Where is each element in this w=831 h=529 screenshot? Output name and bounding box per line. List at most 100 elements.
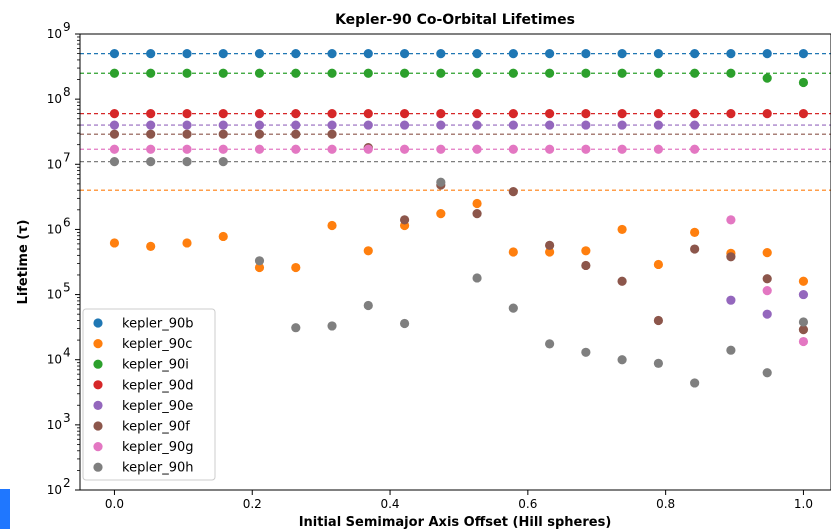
y-tick-label: 10	[47, 27, 62, 41]
data-point-kepler_90g	[182, 144, 192, 154]
data-point-kepler_90d	[545, 108, 555, 119]
data-point-kepler_90d	[146, 108, 156, 119]
data-point-kepler_90f	[472, 208, 482, 219]
data-point-kepler_90g	[726, 215, 736, 225]
data-point-kepler_90e	[798, 289, 809, 300]
data-point-kepler_90f	[254, 129, 265, 139]
data-point-kepler_90c	[653, 259, 664, 270]
data-point-kepler_90e	[545, 120, 555, 130]
x-tick-label: 1.0	[794, 497, 813, 511]
data-point-kepler_90f	[726, 252, 736, 262]
data-point-kepler_90d	[109, 108, 120, 119]
data-point-kepler_90f	[109, 129, 120, 139]
data-point-kepler_90i	[399, 68, 410, 78]
data-point-kepler_90b	[327, 49, 337, 59]
legend-marker-kepler_90b	[93, 318, 103, 328]
data-point-kepler_90g	[291, 144, 301, 154]
y-tick-exponent: 6	[63, 215, 71, 229]
data-point-kepler_90b	[436, 49, 446, 59]
data-point-kepler_90i	[508, 68, 518, 78]
data-point-kepler_90h	[254, 256, 265, 266]
data-point-kepler_90f	[581, 260, 591, 271]
y-tick-exponent: 2	[63, 476, 71, 490]
data-point-kepler_90h	[653, 358, 664, 368]
y-tick-exponent: 9	[63, 20, 71, 34]
data-point-kepler_90h	[218, 156, 228, 167]
data-point-kepler_90e	[690, 120, 700, 130]
data-point-kepler_90d	[581, 108, 591, 119]
data-point-kepler_90e	[472, 120, 482, 130]
data-point-kepler_90g	[581, 144, 591, 154]
data-point-kepler_90g	[327, 144, 337, 154]
data-point-kepler_90d	[690, 108, 700, 119]
data-point-kepler_90b	[146, 49, 156, 59]
data-point-kepler_90d	[798, 108, 809, 119]
data-point-kepler_90d	[254, 108, 265, 119]
data-point-kepler_90i	[472, 68, 482, 78]
data-point-kepler_90f	[762, 274, 772, 284]
x-tick-label: 0.8	[656, 497, 675, 511]
data-point-kepler_90c	[218, 231, 228, 242]
legend-label-kepler_90c: kepler_90c	[122, 337, 192, 352]
legend-marker-kepler_90d	[93, 380, 103, 390]
data-point-kepler_90i	[617, 68, 627, 78]
data-point-kepler_90b	[109, 49, 120, 59]
left-accent-strip	[0, 489, 10, 529]
data-point-kepler_90b	[762, 49, 772, 59]
data-point-kepler_90e	[363, 120, 373, 130]
data-point-kepler_90g	[363, 144, 373, 154]
data-point-kepler_90i	[798, 77, 809, 88]
data-point-kepler_90i	[291, 68, 301, 78]
data-point-kepler_90f	[182, 129, 192, 139]
reference-lines	[80, 53, 831, 191]
data-point-kepler_90c	[798, 276, 809, 286]
legend-items: kepler_90b kepler_90c kepler_90i kepler_90d…	[93, 317, 194, 476]
data-point-kepler_90c	[508, 247, 518, 257]
y-tick-label: 10	[47, 222, 62, 236]
legend-marker-kepler_90i	[93, 359, 103, 369]
y-tick-label: 10	[47, 288, 62, 302]
x-tick-label: 0.2	[243, 497, 262, 511]
data-point-kepler_90e	[182, 120, 192, 130]
data-point-kepler_90d	[617, 108, 627, 119]
data-point-kepler_90c	[545, 247, 555, 257]
chart-title: Kepler-90 Co-Orbital Lifetimes	[335, 12, 575, 28]
data-point-kepler_90g	[472, 144, 482, 154]
data-point-kepler_90c	[146, 241, 156, 251]
data-point-kepler_90e	[653, 120, 664, 130]
data-point-kepler_90b	[798, 49, 809, 59]
legend-label-kepler_90f: kepler_90f	[122, 420, 190, 435]
data-point-kepler_90g	[690, 144, 700, 154]
data-point-kepler_90f	[617, 276, 627, 286]
data-point-kepler_90b	[508, 49, 518, 59]
data-point-kepler_90c	[254, 262, 265, 273]
data-point-kepler_90b	[690, 49, 700, 59]
data-point-kepler_90d	[436, 108, 446, 119]
data-point-kepler_90h	[109, 156, 120, 167]
data-point-kepler_90e	[617, 120, 627, 130]
data-point-kepler_90e	[109, 120, 120, 130]
legend-marker-kepler_90f	[93, 421, 103, 431]
legend-marker-kepler_90h	[93, 462, 103, 472]
data-point-kepler_90h	[617, 355, 627, 365]
data-point-kepler_90h	[762, 368, 772, 378]
data-point-kepler_90e	[436, 120, 446, 130]
data-point-kepler_90h	[581, 347, 591, 357]
data-point-kepler_90g	[762, 286, 772, 296]
data-point-kepler_90c	[690, 227, 700, 238]
data-point-kepler_90d	[291, 108, 301, 119]
data-point-kepler_90h	[472, 273, 482, 283]
data-point-kepler_90f	[508, 187, 518, 197]
data-point-kepler_90g	[218, 144, 228, 154]
data-point-kepler_90f	[218, 129, 228, 139]
data-point-kepler_90f	[653, 315, 664, 326]
data-point-kepler_90h	[291, 323, 301, 333]
data-point-kepler_90i	[327, 68, 337, 78]
data-point-kepler_90e	[146, 120, 156, 130]
data-point-kepler_90h	[798, 317, 809, 327]
data-point-kepler_90i	[254, 68, 265, 78]
x-tick-label: 0.6	[518, 497, 537, 511]
data-point-kepler_90c	[617, 224, 627, 235]
data-point-kepler_90f	[545, 240, 555, 250]
data-point-kepler_90f	[798, 324, 809, 335]
